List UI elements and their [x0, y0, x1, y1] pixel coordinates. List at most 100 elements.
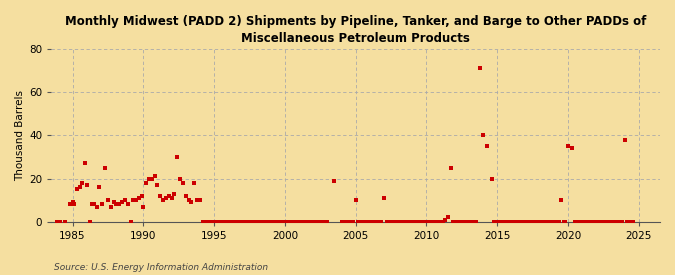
Point [100, 166, 111, 170]
Point [429, 219, 440, 224]
Point [462, 219, 473, 224]
Point [114, 202, 125, 207]
Point [296, 219, 307, 224]
Point [299, 219, 310, 224]
Point [237, 219, 248, 224]
Point [342, 219, 352, 224]
Point [396, 219, 406, 224]
Point [263, 219, 273, 224]
Point [169, 191, 180, 196]
Point [350, 198, 361, 202]
Point [370, 219, 381, 224]
Point [274, 219, 285, 224]
Point [183, 198, 194, 202]
Point [317, 219, 327, 224]
Point [580, 219, 591, 224]
Point [189, 181, 200, 185]
Point [497, 219, 508, 224]
Point [152, 183, 163, 187]
Point [478, 133, 489, 138]
Point [545, 219, 556, 224]
Point [285, 219, 296, 224]
Point [211, 219, 222, 224]
Point [103, 198, 113, 202]
Point [282, 219, 293, 224]
Point [514, 219, 525, 224]
Point [448, 219, 459, 224]
Point [94, 185, 105, 189]
Point [560, 219, 570, 224]
Point [454, 219, 464, 224]
Point [433, 219, 443, 224]
Point [622, 219, 633, 224]
Point [605, 219, 616, 224]
Point [91, 204, 102, 209]
Point [495, 219, 506, 224]
Point [466, 219, 477, 224]
Point [67, 200, 78, 205]
Point [529, 219, 539, 224]
Point [225, 219, 236, 224]
Point [251, 219, 262, 224]
Point [339, 219, 350, 224]
Text: Source: U.S. Energy Information Administration: Source: U.S. Energy Information Administ… [54, 263, 268, 272]
Point [161, 196, 171, 200]
Point [265, 219, 276, 224]
Y-axis label: Thousand Barrels: Thousand Barrels [15, 90, 25, 181]
Point [117, 200, 128, 205]
Point [134, 196, 144, 200]
Point [435, 219, 446, 224]
Point [381, 219, 392, 224]
Point [588, 219, 599, 224]
Point [570, 219, 580, 224]
Point [398, 219, 409, 224]
Point [246, 219, 256, 224]
Point [358, 219, 369, 224]
Point [531, 219, 542, 224]
Point [364, 219, 375, 224]
Point [345, 219, 356, 224]
Point [223, 219, 234, 224]
Point [192, 198, 202, 202]
Point [465, 219, 476, 224]
Point [537, 219, 548, 224]
Point [166, 196, 177, 200]
Point [144, 176, 155, 181]
Point [475, 66, 485, 71]
Point [421, 219, 432, 224]
Point [209, 219, 219, 224]
Point [243, 219, 254, 224]
Point [220, 219, 231, 224]
Point [294, 219, 304, 224]
Point [567, 146, 578, 150]
Point [197, 219, 208, 224]
Point [442, 215, 453, 220]
Point [215, 219, 225, 224]
Point [450, 219, 460, 224]
Point [628, 219, 639, 224]
Point [619, 138, 630, 142]
Point [186, 200, 197, 205]
Point [329, 178, 340, 183]
Point [336, 219, 347, 224]
Point [119, 198, 130, 202]
Point [105, 204, 116, 209]
Point [356, 219, 367, 224]
Point [571, 219, 582, 224]
Point [376, 219, 387, 224]
Point [611, 219, 622, 224]
Point [180, 194, 191, 198]
Point [302, 219, 313, 224]
Point [562, 144, 573, 148]
Point [509, 219, 520, 224]
Point [404, 219, 415, 224]
Point [451, 219, 462, 224]
Point [517, 219, 528, 224]
Point [427, 219, 437, 224]
Point [362, 219, 373, 224]
Point [87, 202, 98, 207]
Point [175, 176, 186, 181]
Point [122, 202, 133, 207]
Point [512, 219, 522, 224]
Point [69, 202, 80, 207]
